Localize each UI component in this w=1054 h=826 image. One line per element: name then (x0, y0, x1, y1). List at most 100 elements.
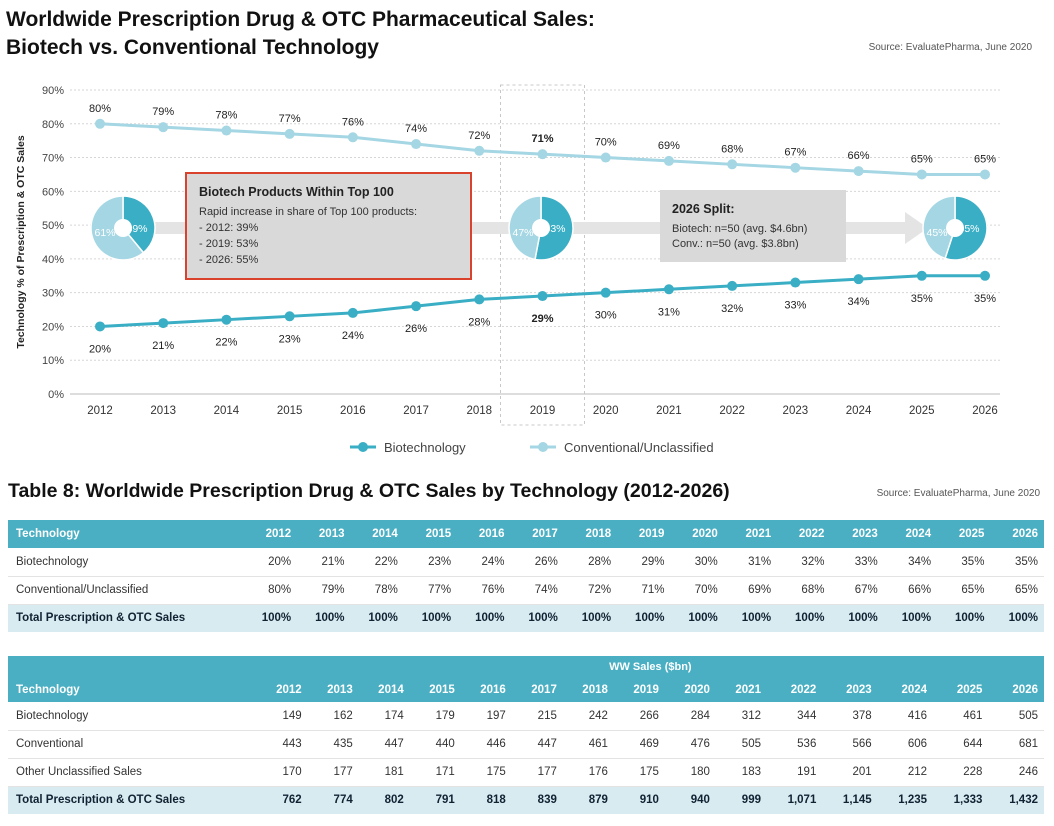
biotech-data-label: 28% (468, 316, 490, 328)
table-cell: 446 (460, 730, 512, 759)
table-cell: 69% (723, 576, 778, 605)
row-label: Biotechnology (8, 702, 257, 731)
table-cell: 242 (562, 702, 614, 731)
table-cell: 67% (830, 576, 884, 605)
x-tick-label: 2020 (593, 405, 619, 417)
table-cell: 100% (937, 603, 991, 632)
pie-label-conventional: 61% (94, 227, 115, 239)
table-cell: 66% (883, 576, 938, 605)
table-cell: 999 (715, 785, 767, 814)
share-header-2017: 2017 (510, 520, 564, 548)
table-cell: 76% (457, 576, 511, 605)
table-cell: 284 (664, 702, 716, 731)
table-cell: 1,071 (766, 785, 823, 814)
legend-swatch-dot (358, 442, 368, 452)
table-cell: 100% (777, 603, 831, 632)
biotech-data-label: 29% (531, 313, 553, 325)
table-cell: 181 (358, 758, 410, 787)
biotech-data-label: 22% (215, 337, 237, 349)
biotech-data-label: 33% (784, 300, 806, 312)
table-cell: 20% (243, 548, 298, 577)
sales-header-2023: 2023 (822, 678, 878, 702)
table-cell: 1,235 (877, 785, 934, 814)
table-cell: 100% (617, 603, 671, 632)
table-cell: 606 (877, 730, 934, 759)
biotech-data-label: 20% (89, 343, 111, 355)
callout-biotech-top100 (185, 172, 472, 280)
conventional-data-point (411, 139, 422, 150)
line-chart: 0% 10% 20% 30% 40% 50% 60% 70% 80% 90% 2012 2013 201… (15, 84, 1000, 455)
table-cell: 65% (990, 576, 1044, 605)
pie-slice-biotech-2019 (534, 195, 574, 261)
share-header-2014: 2014 (350, 520, 404, 548)
conventional-data-label: 78% (215, 110, 237, 122)
table-cell: 505 (988, 702, 1044, 731)
table-cell: 26% (510, 548, 564, 577)
conventional-data-label: 70% (595, 137, 617, 149)
table-cell: 212 (877, 758, 934, 787)
share-header-2024: 2024 (883, 520, 938, 548)
pie-label-conventional: 45% (926, 227, 947, 239)
conventional-data-label: 74% (405, 123, 427, 135)
biotech-data-point (727, 280, 738, 291)
sales-header-2019: 2019 (613, 678, 665, 702)
share-header-2012: 2012 (243, 520, 298, 548)
table-cell: 839 (511, 785, 563, 814)
chart-source: Source: EvaluatePharma, June 2020 (868, 42, 1032, 53)
table-cell: 802 (358, 785, 410, 814)
sales-header-2024: 2024 (877, 678, 934, 702)
y-tick-label: 50% (42, 220, 64, 232)
share-header-technology: Technology (8, 520, 244, 548)
table-cell: 215 (511, 702, 563, 731)
table-cell: 1,333 (933, 785, 989, 814)
callout-title: Biotech Products Within Top 100 (199, 185, 394, 199)
callout-line: - 2026: 55% (199, 254, 259, 266)
table-cell: 162 (307, 702, 359, 731)
callout-line: - 2019: 53% (199, 238, 259, 250)
conventional-data-point (663, 155, 674, 166)
callout-line: Rapid increase in share of Top 100 produ… (199, 206, 417, 218)
sales-header-2026: 2026 (988, 678, 1044, 702)
biotech-data-label: 21% (152, 340, 174, 352)
row-label: Conventional (8, 730, 257, 759)
x-tick-label: 2018 (466, 405, 492, 417)
x-tick-label: 2013 (150, 405, 176, 417)
x-tick-label: 2021 (656, 405, 682, 417)
conventional-data-label: 79% (152, 106, 174, 118)
x-tick-label: 2016 (340, 405, 366, 417)
table-cell: 100% (830, 603, 884, 632)
table-row: Conventional 443 435 447 440 446 447 461 469 476 5… (8, 730, 1044, 759)
x-tick-label: 2017 (403, 405, 429, 417)
y-tick-label: 10% (42, 355, 64, 367)
y-tick-label: 0% (48, 389, 64, 401)
biotech-data-point (853, 274, 864, 285)
y-tick-label: 70% (42, 153, 64, 165)
table-title: Table 8: Worldwide Prescription Drug & O… (8, 480, 730, 502)
biotech-data-label: 35% (911, 293, 933, 305)
conventional-data-label: 68% (721, 143, 743, 155)
table-cell: 791 (409, 785, 461, 814)
table-row: Biotechnology 149 162 174 179 197 215 242 266 284… (8, 702, 1044, 731)
table-cell: 74% (510, 576, 564, 605)
biotech-data-point (916, 270, 927, 281)
share-table-header: Technology 2012 2013 2014 2015 2016 2017 2018 20… (8, 520, 1044, 548)
biotech-data-point (537, 291, 548, 302)
share-table-body: Biotechnology 20% 21% 22% 23% 24% 26% 28% 29% 30%… (8, 548, 1044, 632)
table-cell: 70% (670, 576, 724, 605)
conventional-data-label: 72% (468, 130, 490, 142)
biotech-data-point (663, 284, 674, 295)
biotech-data-point (411, 301, 422, 312)
chart-title-line2: Biotech vs. Conventional Technology (6, 36, 379, 59)
super-header-spacer (8, 656, 257, 678)
table-cell: 566 (822, 730, 878, 759)
conventional-data-label: 77% (279, 113, 301, 125)
table-cell: 175 (613, 758, 665, 787)
pie-hole (114, 219, 132, 237)
conventional-data-point (474, 145, 485, 156)
table-cell: 818 (460, 785, 512, 814)
share-header-2026: 2026 (990, 520, 1044, 548)
sales-header-2025: 2025 (933, 678, 989, 702)
table-cell: 1,432 (988, 785, 1044, 814)
conventional-data-point (727, 159, 738, 170)
sales-header-2017: 2017 (511, 678, 563, 702)
